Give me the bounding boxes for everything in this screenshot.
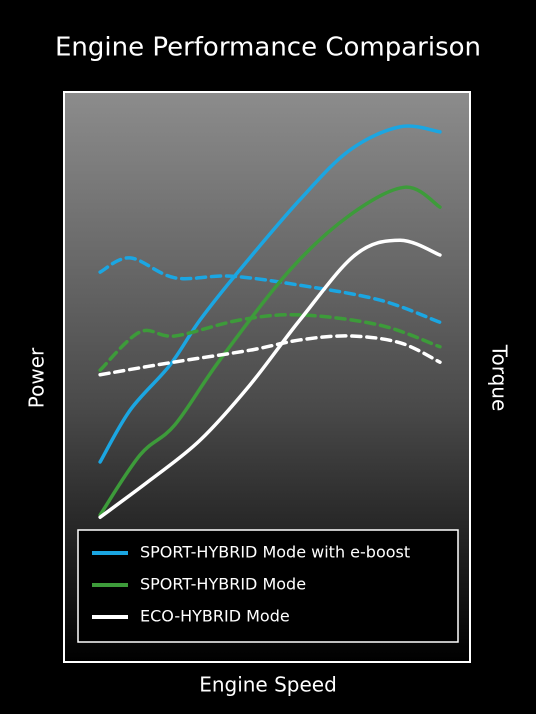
legend bbox=[77, 529, 459, 643]
torque-line bbox=[98, 256, 442, 325]
legend-label: SPORT-HYBRID Mode with e-boost bbox=[140, 543, 410, 562]
torque-line bbox=[98, 312, 442, 372]
legend-label: SPORT-HYBRID Mode bbox=[140, 575, 306, 594]
power-line bbox=[98, 185, 442, 517]
torque-line bbox=[98, 334, 442, 377]
power-line bbox=[98, 124, 442, 464]
chart-title: Engine Performance Comparison bbox=[55, 33, 481, 63]
legend-label: ECO-HYBRID Mode bbox=[140, 607, 290, 626]
y2-axis-label: Torque bbox=[488, 344, 512, 412]
power-line bbox=[98, 238, 442, 519]
x-axis-label: Engine Speed bbox=[199, 673, 337, 697]
y-axis-label: Power bbox=[25, 347, 49, 408]
